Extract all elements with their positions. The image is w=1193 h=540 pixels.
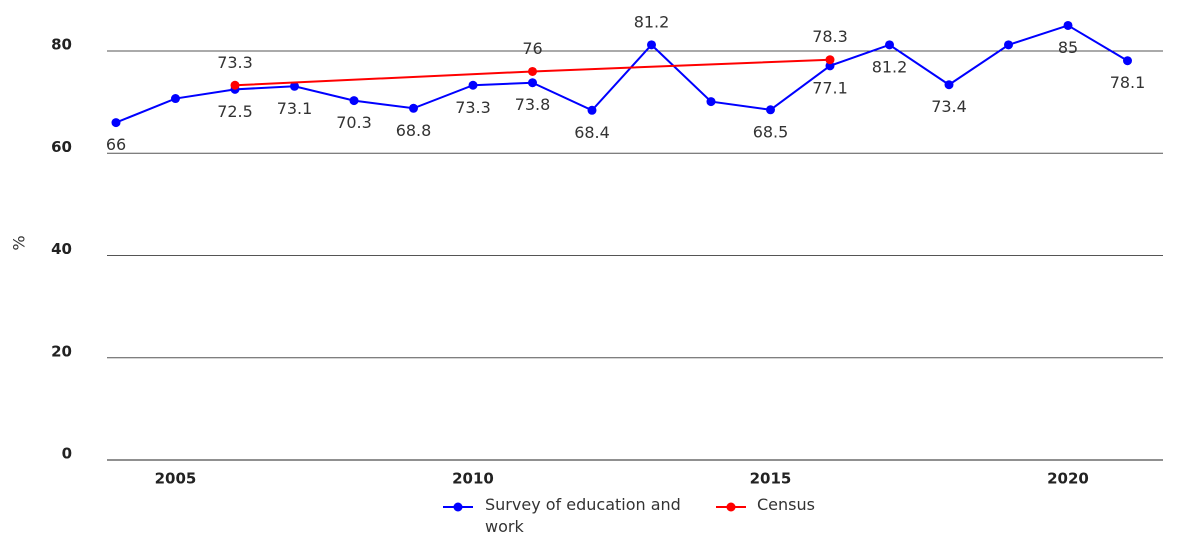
y-axis-label: %	[10, 235, 29, 250]
x-tick-label: 2015	[750, 470, 792, 488]
y-tick-label: 60	[51, 138, 72, 156]
data-point	[1063, 20, 1073, 30]
x-tick-label: 2020	[1047, 470, 1089, 488]
data-point	[468, 80, 478, 90]
data-label: 81.2	[634, 12, 670, 31]
x-tick-label: 2010	[452, 470, 494, 488]
data-point	[647, 40, 656, 50]
data-point	[171, 94, 180, 104]
legend-label: Census	[757, 495, 815, 514]
legend-label: Survey of education and work	[485, 495, 681, 536]
data-point	[349, 96, 359, 106]
data-label: 73.3	[217, 53, 253, 72]
data-label: 73.3	[455, 98, 491, 117]
data-point	[587, 105, 597, 115]
data-label: 77.1	[812, 78, 848, 97]
data-label: 73.4	[931, 97, 967, 116]
data-label: 70.3	[336, 113, 372, 132]
data-point	[1004, 40, 1013, 50]
data-label: 73.8	[515, 95, 551, 114]
data-point	[290, 81, 299, 91]
data-point	[409, 103, 418, 113]
y-tick-label: 20	[51, 342, 72, 360]
data-point	[885, 40, 894, 50]
y-tick-label: 0	[62, 445, 72, 463]
data-label: 66	[106, 135, 126, 154]
data-label: 78.3	[812, 27, 848, 46]
data-point	[528, 78, 537, 88]
series-line	[115, 24, 1129, 124]
data-label: 85	[1058, 38, 1078, 57]
data-point	[528, 66, 537, 76]
data-point	[706, 97, 716, 107]
data-point	[944, 80, 954, 90]
data-label: 68.8	[396, 121, 432, 140]
data-label: 76	[522, 39, 542, 58]
y-tick-label: 80	[51, 36, 72, 54]
data-point	[230, 80, 240, 90]
data-point	[1123, 56, 1132, 66]
data-point	[111, 118, 121, 128]
y-tick-label: 40	[51, 240, 72, 258]
data-label: 73.1	[277, 99, 313, 118]
legend-marker	[726, 502, 736, 512]
data-point	[766, 105, 775, 115]
data-label: 72.5	[217, 102, 253, 121]
data-label: 78.1	[1110, 73, 1146, 92]
data-label: 68.4	[574, 123, 610, 142]
legend-marker	[453, 502, 463, 512]
data-label: 81.2	[872, 57, 908, 76]
data-label: 68.5	[753, 122, 789, 141]
x-tick-label: 2005	[155, 470, 197, 488]
data-point	[825, 55, 835, 65]
